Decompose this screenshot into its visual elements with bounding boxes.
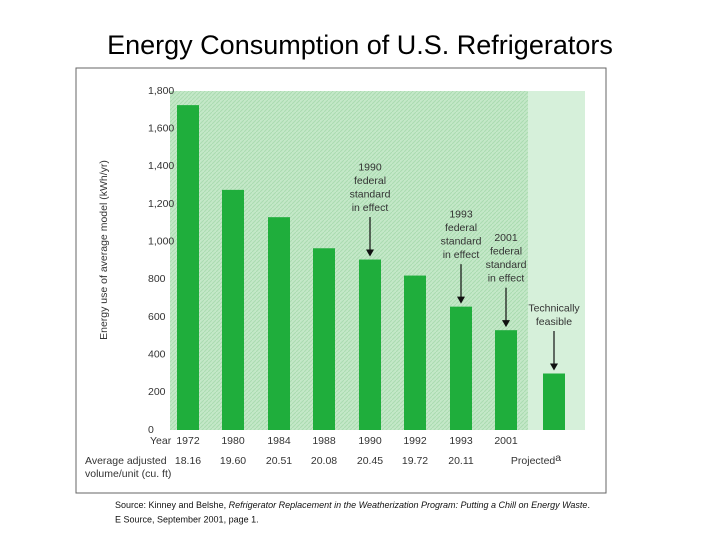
y-tick-label: 400 — [148, 348, 166, 360]
annotation-text: standard — [486, 259, 527, 271]
volume-value-text: 19.60 — [220, 455, 246, 467]
y-axis-title-text: Energy use of average model (kWh/yr) — [98, 160, 110, 340]
y-tick-label: 1,400 — [148, 160, 174, 172]
y-tick-label: 600 — [148, 311, 166, 323]
volume-row-label: volume/unit (cu. ft) — [85, 468, 171, 480]
annotation-text: standard — [441, 235, 482, 247]
x-tick-label: 2001 — [494, 435, 518, 447]
footnote-mark: a — [555, 452, 561, 464]
volume-value: Projecteda — [511, 452, 561, 467]
x-tick-label: 1980 — [221, 435, 245, 447]
bar — [450, 306, 472, 430]
bar — [543, 373, 565, 430]
annotation-text: 1993 — [449, 208, 473, 220]
volume-value: 19.60 — [220, 455, 246, 467]
volume-value: 18.16 — [175, 455, 201, 467]
x-tick-label: 1984 — [267, 435, 291, 447]
annotation-arrowhead — [457, 296, 465, 304]
x-tick-label: 1992 — [403, 435, 427, 447]
volume-row-label: Average adjusted — [85, 455, 167, 467]
bar — [177, 105, 199, 430]
volume-value: 20.08 — [311, 455, 337, 467]
y-tick-label: 800 — [148, 273, 166, 285]
volume-value: 20.45 — [357, 455, 383, 467]
volume-value-text: 20.11 — [448, 455, 474, 467]
x-tick-label: 1972 — [176, 435, 200, 447]
annotation-text: federal — [354, 175, 386, 187]
annotation-arrowhead — [502, 320, 510, 328]
annotation-arrowhead — [366, 249, 374, 257]
bar — [359, 259, 381, 430]
annotation-arrowhead — [550, 363, 558, 371]
y-tick-label: 1,600 — [148, 122, 174, 134]
annotation-text: feasible — [536, 316, 572, 328]
annotation-text: in effect — [488, 272, 525, 284]
volume-value-text: 19.72 — [402, 455, 428, 467]
source-prefix: Source: Kinney and Belshe, — [115, 500, 229, 510]
bar — [313, 248, 335, 430]
y-tick-label: 1,800 — [148, 85, 174, 97]
x-tick-label: 1993 — [449, 435, 473, 447]
volume-value-text: Projected — [511, 455, 556, 467]
source-italic: Refrigerator Replacement in the Weatheri… — [229, 500, 588, 510]
bar — [404, 275, 426, 430]
source-line-1: Source: Kinney and Belshe, Refrigerator … — [115, 500, 590, 510]
volume-value: 20.11 — [448, 455, 474, 467]
annotation-text: federal — [445, 222, 477, 234]
volume-value-text: 20.45 — [357, 455, 383, 467]
annotation-text: Technically — [528, 302, 580, 314]
y-axis-title: Energy use of average model (kWh/yr) — [98, 160, 110, 340]
volume-value-text: 18.16 — [175, 455, 201, 467]
annotation-text: standard — [350, 188, 391, 200]
annotation-text: federal — [490, 245, 522, 257]
x-row-label: Year — [150, 435, 172, 447]
bar — [268, 217, 290, 430]
annotation-text: in effect — [352, 202, 389, 214]
source-suffix: . — [587, 500, 590, 510]
volume-value-text: 20.51 — [266, 455, 292, 467]
y-tick-label: 0 — [148, 424, 154, 436]
x-tick-label: 1990 — [358, 435, 382, 447]
annotation-text: in effect — [443, 249, 480, 261]
y-tick-label: 200 — [148, 386, 166, 398]
volume-value: 20.51 — [266, 455, 292, 467]
volume-value-text: 20.08 — [311, 455, 337, 467]
chart-title: Energy Consumption of U.S. Refrigerators — [107, 30, 613, 60]
volume-value: 19.72 — [402, 455, 428, 467]
bar — [495, 330, 517, 430]
annotation-text: 1990 — [358, 161, 382, 173]
annotation-text: 2001 — [494, 232, 518, 244]
y-tick-label: 1,200 — [148, 198, 174, 210]
bar — [222, 189, 244, 430]
source-line-2: E Source, September 2001, page 1. — [115, 514, 259, 524]
y-tick-label: 1,000 — [148, 235, 174, 247]
x-tick-label: 1988 — [312, 435, 336, 447]
